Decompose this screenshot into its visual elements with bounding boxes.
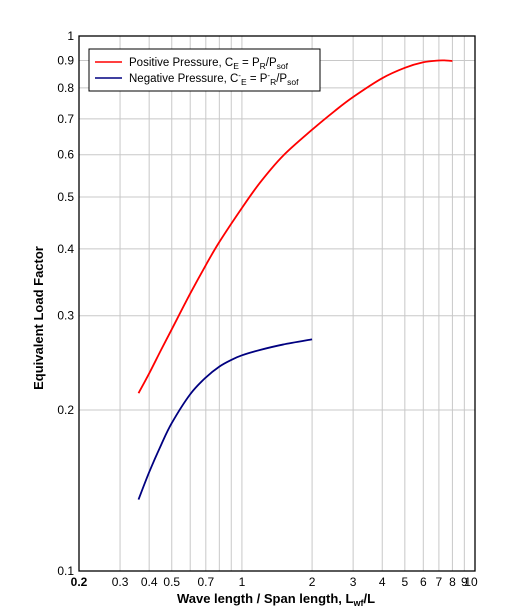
y-tick-label: 0.6 <box>57 148 74 162</box>
x-axis-title: Wave length / Span length, Lwf/L <box>177 591 375 607</box>
x-tick-label: 5 <box>401 575 408 589</box>
y-tick-label: 0.1 <box>57 564 74 578</box>
legend-label-positive: Positive Pressure, CE = PR/Psof <box>129 57 289 71</box>
grid-lines <box>79 36 475 571</box>
x-tick-label: 6 <box>420 575 427 589</box>
x-axis-title-main: Wave length / Span length, L <box>177 591 354 606</box>
x-axis-tick-labels: 0.2 0.3 0.4 0.5 0.7 1 2 3 4 5 6 7 8 910 <box>71 575 478 589</box>
x-tick-label: 0.7 <box>197 575 214 589</box>
positive-pressure-line <box>137 59 453 394</box>
x-tick-label: 10 <box>464 575 478 589</box>
y-tick-label: 0.9 <box>57 53 74 67</box>
x-tick-label: 3 <box>350 575 357 589</box>
x-tick-label: 9 <box>461 575 468 589</box>
y-tick-label: 0.5 <box>57 190 74 204</box>
series-lines <box>137 59 453 500</box>
y-axis-tick-labels: 0.1 0.2 0.3 0.4 0.5 0.6 0.7 0.8 0.9 1 <box>57 29 74 578</box>
x-tick-label: 1 <box>239 575 246 589</box>
y-tick-label: 1 <box>67 29 74 43</box>
x-tick-label: 0.5 <box>163 575 180 589</box>
y-tick-label: 0.8 <box>57 81 74 95</box>
x-tick-label: 0.3 <box>112 575 129 589</box>
y-tick-label: 0.3 <box>57 309 74 323</box>
x-tick-label: 0.4 <box>141 575 158 589</box>
x-tick-label: 7 <box>436 575 443 589</box>
y-tick-label: 0.2 <box>57 403 74 417</box>
x-tick-label: 8 <box>449 575 456 589</box>
legend: Positive Pressure, CE = PR/Psof Negative… <box>88 48 321 92</box>
x-tick-label: 4 <box>379 575 386 589</box>
y-axis-title: Equivalent Load Factor <box>31 246 46 390</box>
negative-pressure-line <box>137 338 313 500</box>
plot-area-frame <box>78 35 476 572</box>
legend-box <box>88 48 321 92</box>
y-tick-label: 0.7 <box>57 112 74 126</box>
x-tick-label: 2 <box>309 575 316 589</box>
x-axis-title-sub: wf <box>352 598 364 607</box>
x-tick-label: 0.2 <box>71 575 88 589</box>
x-axis-title-tail: /L <box>363 591 375 606</box>
y-tick-label: 0.4 <box>57 242 74 256</box>
legend-label-negative: Negative Pressure, C-E = P-R/Psof <box>129 71 299 87</box>
